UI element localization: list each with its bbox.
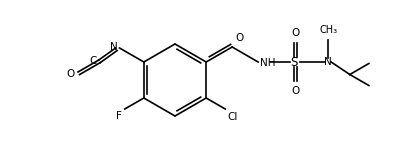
Text: O: O [235,33,243,43]
Text: CH₃: CH₃ [319,25,337,35]
Text: C: C [90,56,97,66]
Text: O: O [292,86,300,96]
Text: F: F [116,111,122,121]
Text: S: S [290,56,298,69]
Text: N: N [324,57,332,67]
Text: Cl: Cl [227,112,238,122]
Text: O: O [67,69,75,79]
Text: NH: NH [260,58,275,68]
Text: N: N [110,42,118,52]
Text: O: O [292,28,300,38]
